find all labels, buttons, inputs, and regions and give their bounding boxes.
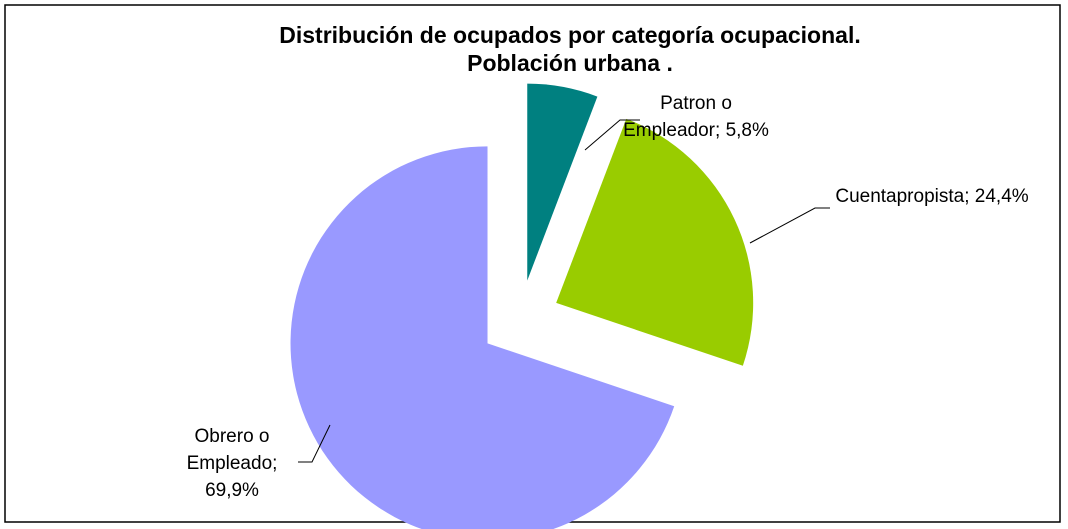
label-separator: ; <box>715 120 721 141</box>
label-separator: ; <box>272 453 278 474</box>
value-label: 5,8% <box>725 120 769 141</box>
leader-line <box>584 119 640 151</box>
value-label: 69,9% <box>205 480 259 501</box>
category-label: Cuentapropista <box>835 186 965 207</box>
value-label: 24,4% <box>974 186 1029 207</box>
category-label: Obrero o Empleado <box>186 426 273 474</box>
pie-slice <box>290 146 675 529</box>
category-label: Patron o Empleador <box>623 93 732 141</box>
data-label: Cuentapropista; 24,4% <box>832 183 1032 210</box>
label-separator: ; <box>964 186 970 207</box>
chart-title: Distribución de ocupados por categoría o… <box>279 22 861 48</box>
chart-subtitle: Población urbana . <box>467 50 673 76</box>
pie-slice <box>527 83 598 281</box>
data-label: Patron o Empleador; 5,8% <box>621 90 771 144</box>
data-label: Obrero o Empleado; 69,9% <box>162 423 302 504</box>
pie-slice <box>556 118 754 366</box>
leader-line <box>298 424 331 463</box>
leader-line <box>749 207 830 244</box>
